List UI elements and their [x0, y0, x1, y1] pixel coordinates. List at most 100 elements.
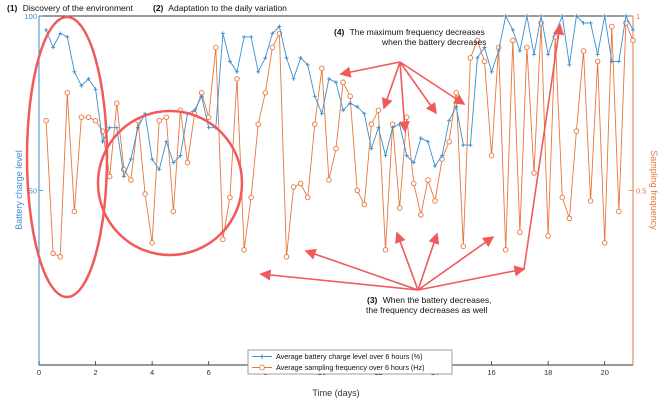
frequency-point [106, 173, 113, 180]
frequency-point [78, 114, 85, 120]
right-tick-label: 1 [636, 12, 640, 21]
frequency-point [156, 117, 162, 124]
battery-point [150, 157, 155, 162]
frequency-point [184, 159, 191, 166]
battery-point [546, 52, 551, 57]
frequency-point [531, 170, 537, 176]
battery-point [383, 153, 388, 158]
battery-point [447, 118, 452, 123]
battery-point [178, 153, 183, 158]
frequency-point [269, 44, 276, 51]
battery-point [595, 52, 600, 57]
battery-point [220, 31, 225, 36]
frequency-point [262, 90, 269, 96]
legend-frequency-marker [259, 364, 265, 371]
battery-point [425, 139, 430, 144]
battery-point [263, 55, 268, 60]
frequency-point [354, 187, 360, 194]
legend: Average battery charge level over 6 hour… [247, 349, 453, 375]
arrow-4e [399, 61, 466, 105]
left-tick-label: 50 [29, 187, 37, 196]
x-tick-label: 0 [37, 368, 41, 377]
frequency-point [248, 194, 254, 201]
battery-point [433, 164, 437, 169]
battery-point [468, 143, 473, 148]
annotation-3: (3) When the battery decreases, the freq… [366, 295, 494, 315]
battery-point [411, 160, 416, 165]
battery-point [539, 14, 544, 18]
frequency-point [580, 48, 587, 54]
frequency-point [85, 114, 92, 120]
x-tick-label: 18 [544, 368, 552, 377]
battery-point [79, 83, 84, 88]
battery-point [312, 94, 317, 99]
battery-point [369, 146, 374, 151]
battery-point [631, 27, 635, 32]
battery-point [581, 20, 586, 25]
left-tick-label: 100 [24, 12, 37, 21]
battery-point [326, 76, 331, 81]
frequency-point [114, 100, 120, 106]
annotation-4: (4) The maximum frequency decreases when… [334, 27, 487, 47]
frequency-point [163, 114, 170, 120]
frequency-point [333, 145, 339, 152]
battery-point [390, 125, 395, 130]
frequency-point [234, 76, 240, 82]
battery-point [376, 125, 381, 130]
battery-point [567, 62, 572, 67]
frequency-point [396, 205, 403, 211]
frequency-point [255, 121, 261, 127]
battery-point [305, 62, 310, 67]
battery-point [319, 111, 324, 116]
frequency-point [227, 194, 233, 201]
frequency-point [64, 90, 71, 96]
battery-point [277, 24, 282, 29]
frequency-point [326, 177, 332, 183]
battery-point [128, 157, 133, 162]
frequency-point [220, 236, 226, 243]
frequency-point [517, 229, 523, 236]
annotation-arrows [259, 23, 565, 291]
battery-point [249, 34, 254, 39]
frequency-point [241, 247, 247, 253]
battery-point [65, 34, 70, 39]
arrow-4a [339, 61, 401, 78]
battery-point [164, 139, 169, 144]
frequency-point [375, 107, 382, 113]
frequency-point [488, 152, 495, 159]
frequency-point [319, 65, 325, 72]
battery-point [51, 45, 56, 50]
battery-point [602, 14, 607, 18]
battery-point [454, 104, 459, 109]
frequency-point [50, 250, 56, 257]
right-tick-label: 0.5 [636, 187, 646, 196]
arrow-3d [417, 232, 440, 291]
battery-point [355, 104, 360, 109]
frequency-point [601, 240, 608, 246]
battery-point [418, 136, 423, 141]
frequency-series [43, 20, 636, 260]
battery-point [475, 55, 480, 60]
arrow-3a [259, 269, 419, 291]
battery-point [496, 48, 501, 53]
frequency-point [43, 117, 49, 124]
frequency-point [425, 177, 431, 183]
battery-point [623, 14, 628, 18]
arrow-3b [304, 248, 419, 291]
annotation-2: (2) Adaptation to the daily variation [153, 3, 287, 13]
frequency-point [616, 208, 622, 215]
frequency-point [213, 44, 219, 51]
frequency-point [573, 128, 580, 134]
frequency-point [340, 79, 346, 86]
x-tick-label: 20 [601, 368, 609, 377]
battery-point [517, 48, 522, 53]
discovery-ellipse [25, 15, 109, 299]
left-axis-ticks: 50 100 [24, 12, 43, 196]
frequency-point [149, 240, 155, 246]
frequency-point [304, 194, 311, 201]
battery-point [616, 59, 621, 64]
battery-point [199, 94, 204, 99]
battery-point [404, 153, 409, 158]
battery-point [574, 14, 579, 18]
